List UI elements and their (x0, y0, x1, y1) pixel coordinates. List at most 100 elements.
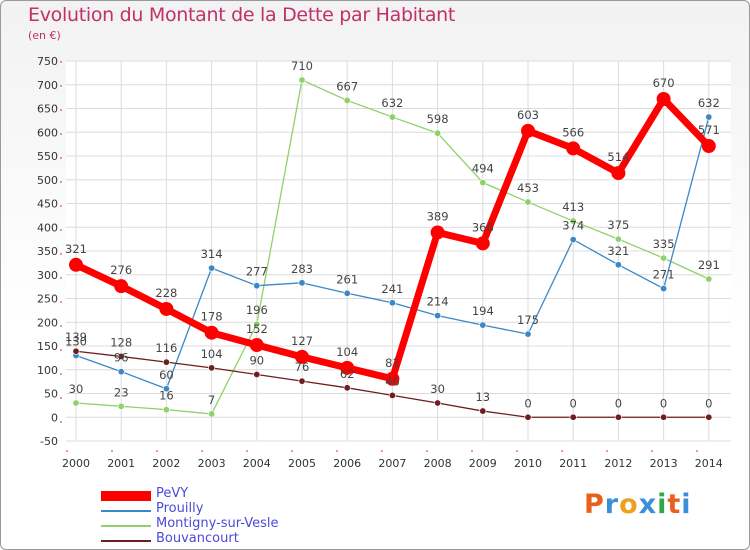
data-point (388, 113, 396, 121)
data-point (249, 338, 264, 353)
data-label: 667 (336, 79, 358, 93)
data-point (614, 413, 622, 421)
data-label: 0 (570, 396, 577, 410)
data-point (253, 320, 261, 328)
data-label: 571 (698, 123, 720, 137)
data-point (208, 410, 216, 418)
chart-subtitle: (en €) (28, 29, 61, 42)
data-point (479, 407, 487, 415)
data-label: 603 (517, 108, 539, 122)
data-label: 214 (427, 295, 449, 309)
data-label: 30 (430, 382, 445, 396)
data-point (524, 330, 532, 338)
x-tick-label: 2013 (650, 457, 678, 470)
data-label: 16 (159, 389, 174, 403)
y-tick-label: 650 (37, 103, 58, 116)
x-tick-label: 2007 (378, 457, 406, 470)
data-point (69, 257, 83, 272)
data-point (475, 236, 490, 251)
data-label: 670 (653, 76, 675, 90)
y-tick-label: 750 (37, 55, 58, 68)
data-label: 566 (562, 125, 584, 139)
data-point (385, 371, 400, 386)
data-point (253, 370, 261, 378)
logo-letter: o (619, 489, 639, 520)
legend-swatch (101, 510, 151, 512)
x-tick-label: 2004 (243, 457, 271, 470)
legend-swatch (101, 540, 151, 542)
x-tick-label: 2006 (333, 457, 361, 470)
y-tick-label: 0 (51, 411, 58, 424)
data-label: 632 (381, 96, 403, 110)
y-tick-label: 100 (37, 364, 58, 377)
data-label: 46 (385, 374, 400, 388)
data-label: 0 (660, 396, 667, 410)
proxiti-logo: Proxiti (584, 489, 692, 520)
data-label: 178 (201, 310, 223, 324)
x-tick-label: 2010 (514, 457, 542, 470)
data-point (340, 360, 355, 375)
data-point (569, 413, 577, 421)
data-point (117, 368, 125, 376)
data-label: 30 (69, 382, 84, 396)
data-point (388, 299, 396, 307)
data-point (614, 235, 622, 243)
x-tick-label: 2012 (604, 457, 632, 470)
data-point (343, 384, 351, 392)
y-tick-label: 400 (37, 221, 58, 234)
legend-label: Bouvancourt (156, 531, 239, 546)
data-label: 241 (381, 282, 403, 296)
data-label: 116 (155, 341, 177, 355)
x-tick-label: 2009 (469, 457, 497, 470)
data-point (569, 217, 577, 225)
x-tick-label: 2014 (695, 457, 723, 470)
data-label: 23 (114, 385, 129, 399)
data-label: 514 (607, 150, 629, 164)
data-point (117, 402, 125, 410)
data-point (298, 279, 306, 287)
y-tick-label: 350 (37, 245, 58, 258)
y-tick-label: 50 (44, 388, 58, 401)
data-point (479, 179, 487, 187)
data-label: 139 (65, 330, 87, 344)
data-label: 194 (472, 304, 494, 318)
data-point (388, 391, 396, 399)
data-point (705, 275, 713, 283)
data-point (72, 347, 80, 355)
data-label: 196 (246, 303, 268, 317)
logo-letter: x (638, 489, 658, 520)
data-point (656, 92, 671, 106)
x-tick-label: 2000 (62, 457, 90, 470)
data-label: 321 (65, 242, 87, 256)
data-label: 710 (291, 59, 313, 73)
data-point (614, 261, 622, 269)
data-label: 271 (653, 268, 675, 282)
data-label: 0 (705, 396, 712, 410)
data-label: 128 (110, 335, 132, 349)
data-label: 130 (65, 335, 87, 349)
data-label: 283 (291, 262, 313, 276)
data-label: 7 (208, 393, 215, 407)
data-point (208, 364, 216, 372)
data-point (434, 129, 442, 137)
data-label: 321 (607, 244, 629, 258)
data-label: 152 (246, 322, 268, 336)
data-point (566, 141, 581, 156)
x-tick-label: 2001 (107, 457, 135, 470)
data-label: 62 (340, 367, 355, 381)
data-point (660, 413, 668, 421)
data-point (524, 198, 532, 206)
x-tick-label: 2008 (424, 457, 452, 470)
data-point (298, 76, 306, 84)
legend-swatch (101, 525, 151, 527)
data-label: 389 (427, 209, 449, 223)
data-point (162, 385, 170, 393)
data-point (343, 289, 351, 297)
logo-letter: P (584, 489, 605, 520)
data-point (208, 264, 216, 272)
data-point (295, 349, 309, 364)
data-label: 96 (114, 351, 129, 365)
y-tick-label: 450 (37, 198, 58, 211)
